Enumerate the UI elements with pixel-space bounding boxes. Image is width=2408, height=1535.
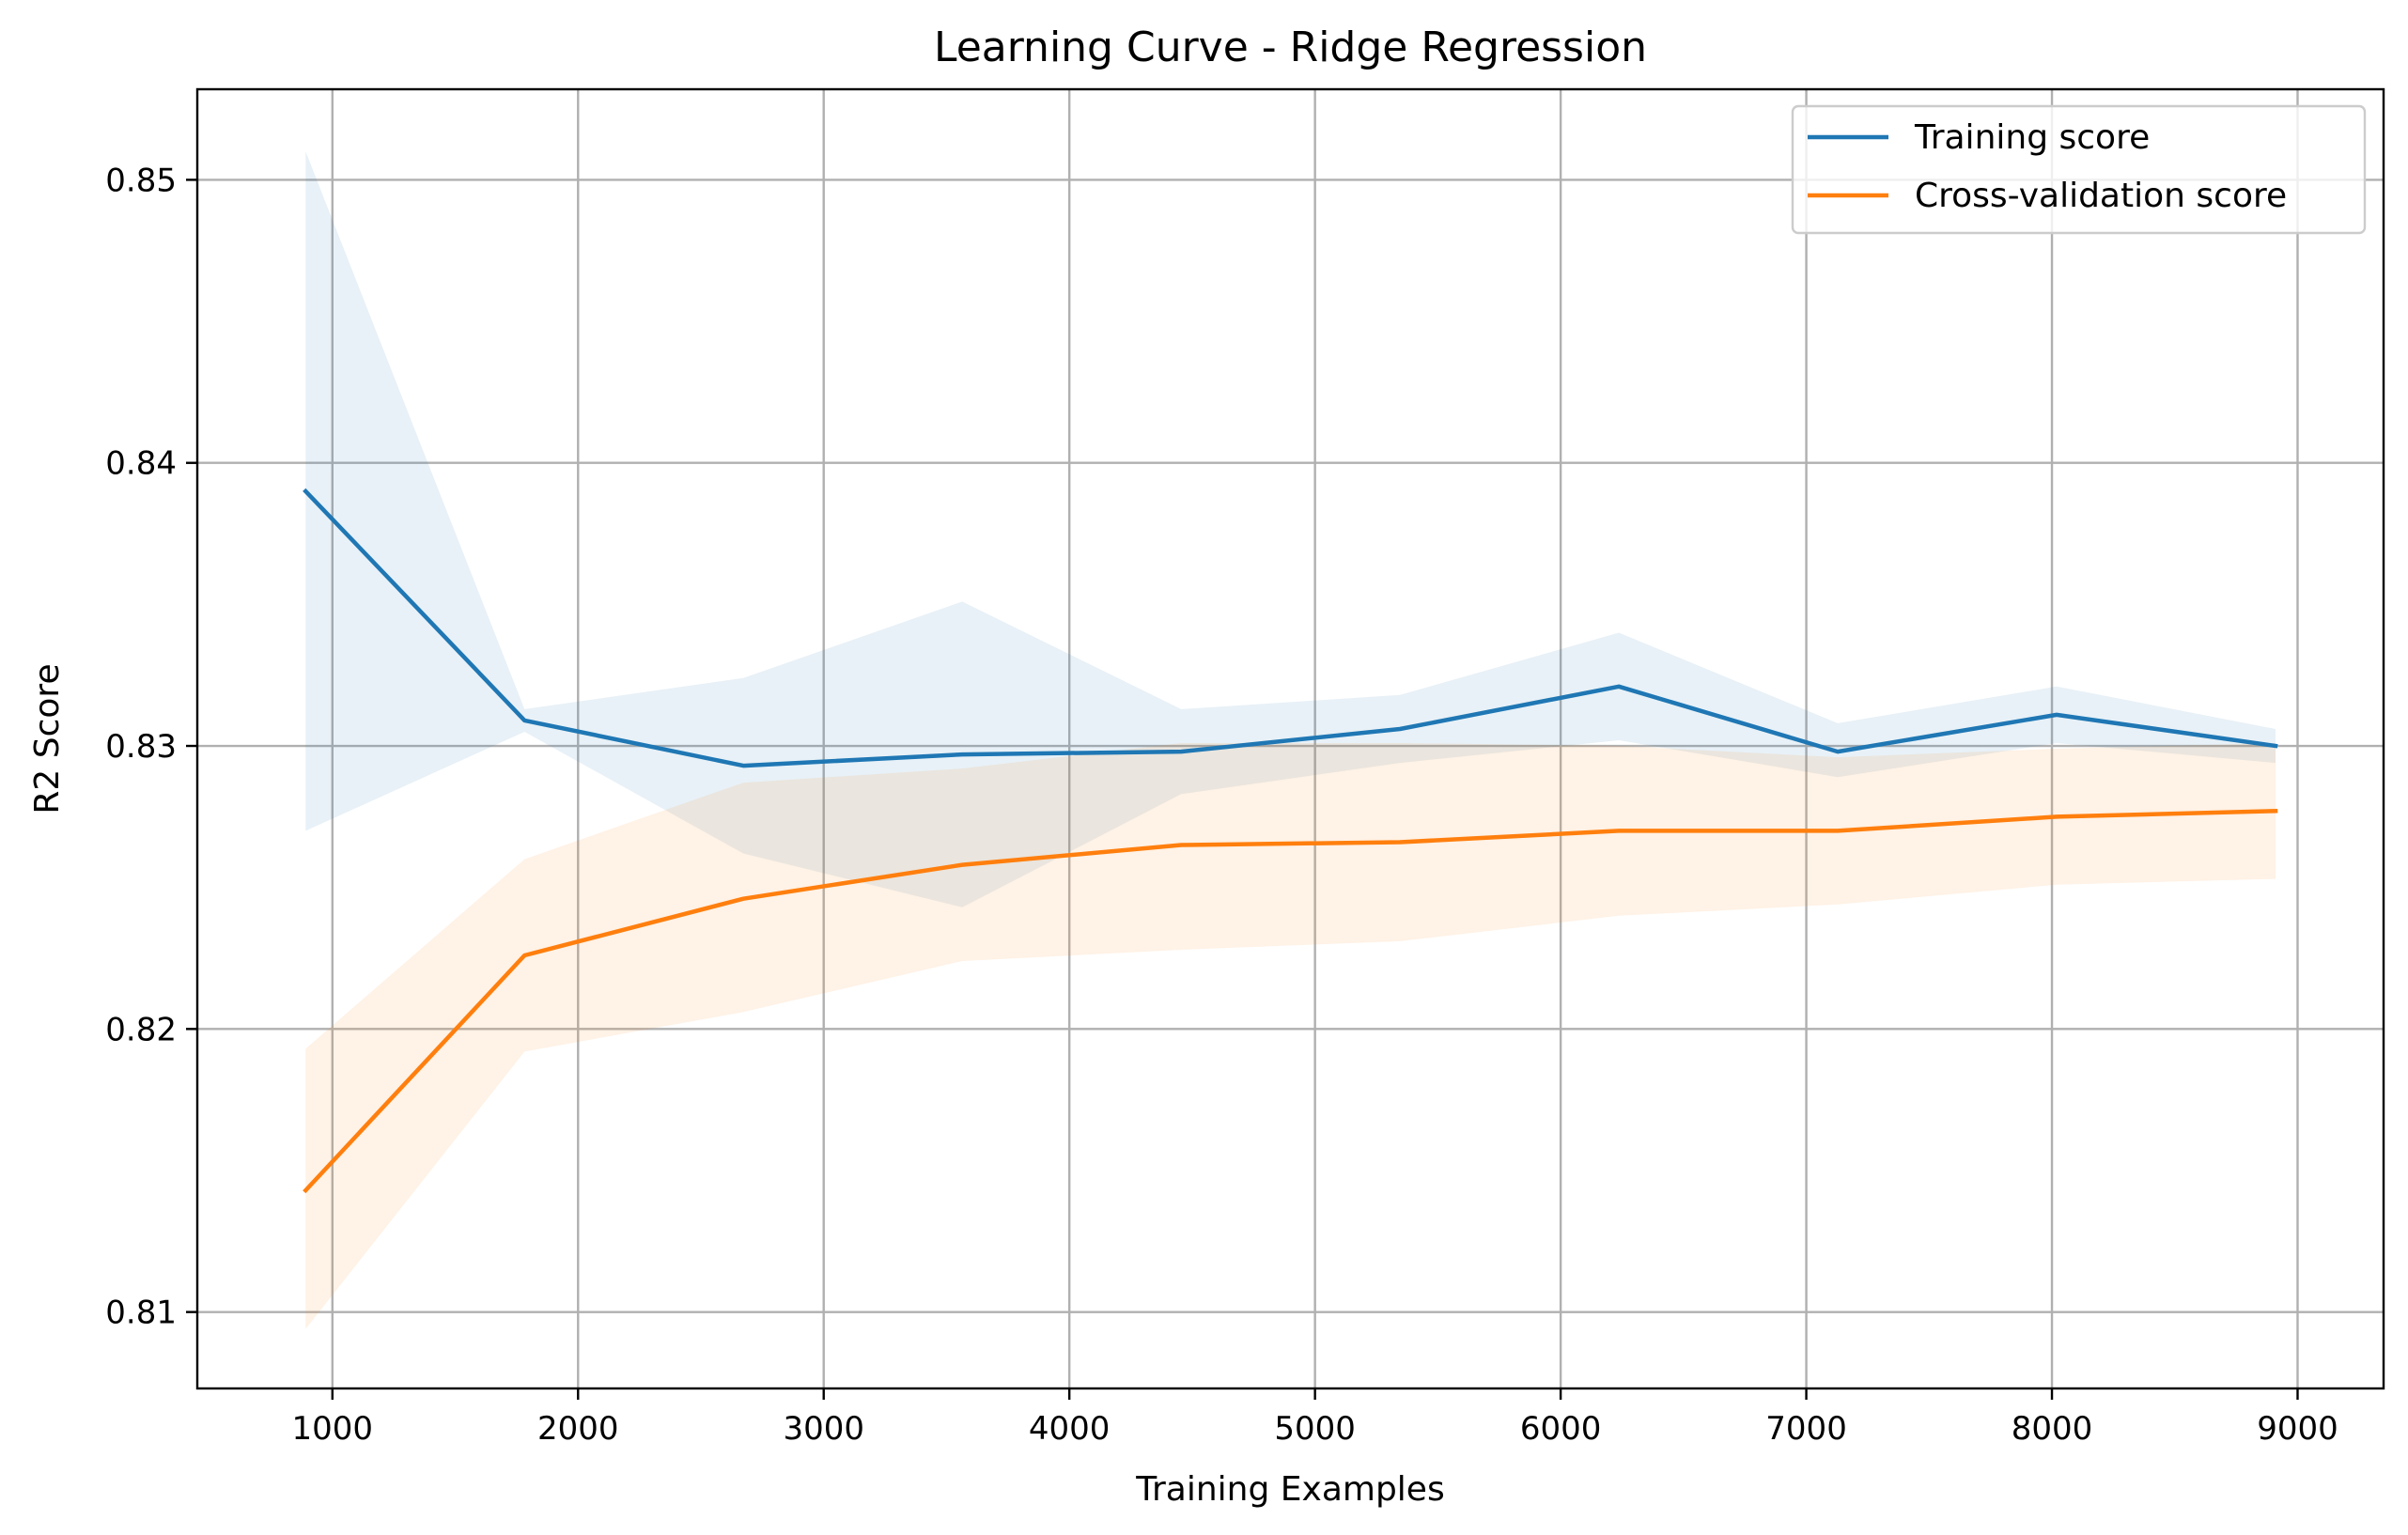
y-tick-label: 0.81 — [105, 1295, 177, 1332]
y-tick-label: 0.82 — [105, 1011, 177, 1048]
x-tick-label: 6000 — [1520, 1410, 1602, 1448]
plot-area-frame — [195, 87, 2385, 1390]
cross-validation-score-line — [303, 808, 2278, 1194]
x-axis-label: Training Examples — [1135, 1470, 1444, 1509]
legend-label-cross-validation: Cross-validation score — [1915, 177, 2287, 215]
training-score-band — [305, 151, 2276, 907]
training-score-line — [303, 488, 2278, 768]
x-tick-label: 1000 — [292, 1410, 374, 1448]
x-tick-label: 3000 — [783, 1410, 864, 1448]
chart-title: Learning Curve - Ridge Regression — [934, 23, 1647, 71]
x-tick-label: 4000 — [1029, 1410, 1111, 1448]
x-tick-label: 7000 — [1765, 1410, 1847, 1448]
y-axis-label: R2 Score — [28, 663, 67, 814]
y-tick-label: 0.83 — [105, 728, 177, 766]
y-tick-label: 0.84 — [105, 445, 177, 483]
legend-box — [1791, 104, 2367, 235]
legend: Training score Cross-validation score — [1791, 104, 2367, 235]
x-tick-label: 2000 — [537, 1410, 619, 1448]
legend-label-training: Training score — [1914, 118, 2150, 157]
series-lines — [303, 488, 2278, 1194]
x-tick-label: 8000 — [2012, 1410, 2093, 1448]
axis-ticks: 1000 2000 3000 4000 5000 6000 7000 8000 9000 0.81… — [105, 162, 2338, 1448]
grid-lines — [197, 89, 2384, 1388]
x-tick-label: 5000 — [1274, 1410, 1356, 1448]
y-tick-label: 0.85 — [105, 162, 177, 199]
x-tick-label: 9000 — [2257, 1410, 2338, 1448]
